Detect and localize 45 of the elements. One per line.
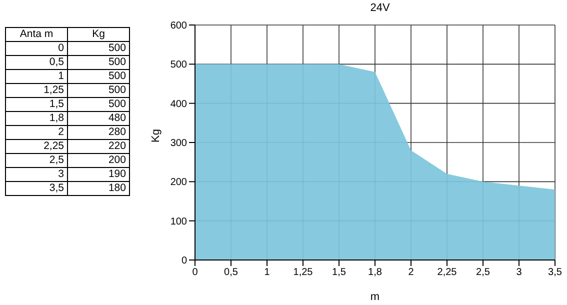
y-tick-label: 300 (170, 138, 188, 150)
x-axis-title: m (370, 291, 380, 303)
x-tick-label: 2 (408, 267, 414, 278)
data-label: 220 (68, 140, 130, 154)
category-label: 1,25 (6, 84, 68, 98)
category-label: 2 (6, 126, 68, 140)
category-label: 2,5 (6, 154, 68, 168)
category-label: 1,8 (6, 112, 68, 126)
x-tick-label: 1,5 (332, 267, 346, 278)
y-tick-label: 200 (170, 177, 188, 188)
data-label: 200 (68, 154, 130, 168)
data-label: 280 (68, 126, 130, 140)
data-label: 500 (68, 84, 130, 98)
data-label: 500 (68, 42, 130, 56)
category-label: 0 (6, 42, 68, 56)
category-label: 1,5 (6, 98, 68, 112)
category-label: 3 (6, 168, 68, 182)
y-axis-title: Kg (150, 129, 162, 142)
category-label: 1 (6, 70, 68, 84)
category-label: 0,5 (6, 56, 68, 70)
x-tick-label: 2,5 (476, 267, 490, 278)
data-label: 480 (68, 112, 130, 126)
data-label: 500 (68, 70, 130, 84)
x-tick-label: 3 (516, 267, 522, 278)
data-label: 500 (68, 98, 130, 112)
x-tick-label: 3,5 (548, 267, 562, 278)
y-tick-label: 0 (181, 256, 188, 267)
y-tick-label: 500 (170, 60, 188, 71)
text: Anta m (6, 28, 68, 42)
y-tick-label: 100 (170, 216, 188, 228)
data-label: 500 (68, 56, 130, 70)
x-tick-label: 2,25 (437, 267, 458, 278)
x-tick-label: 1,8 (368, 267, 382, 278)
data-label: 180 (68, 182, 130, 196)
text: Kg (68, 28, 130, 42)
category-label: 3,5 (6, 182, 68, 196)
data-label: 190 (68, 168, 130, 182)
chart-title: 24V (369, 2, 391, 14)
x-tick-label: 1,25 (293, 267, 314, 278)
y-tick-label: 400 (170, 98, 188, 110)
x-tick-label: 0 (192, 267, 198, 278)
x-tick-label: 1 (264, 267, 270, 278)
y-tick-label: 600 (170, 20, 188, 32)
x-tick-label: 0,5 (224, 267, 238, 278)
category-label: 2,25 (6, 140, 68, 154)
